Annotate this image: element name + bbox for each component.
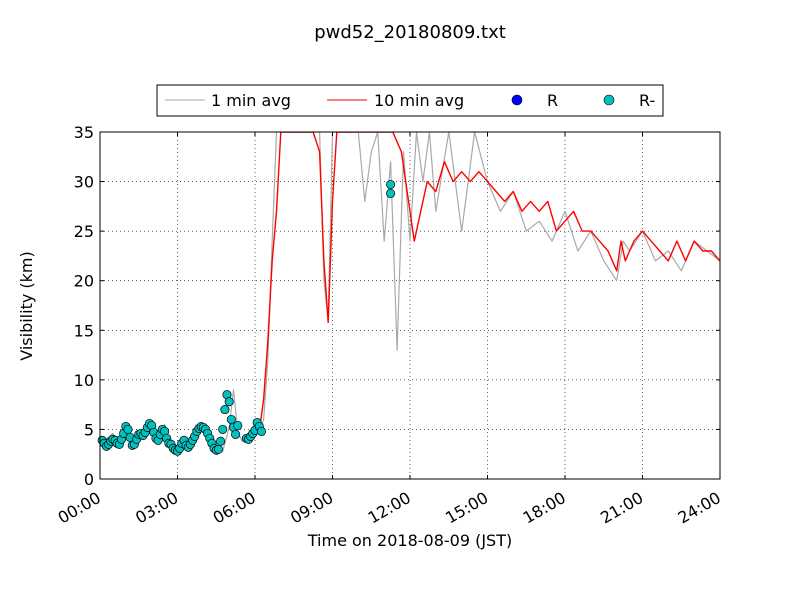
series-line-10-min-avg xyxy=(258,132,720,432)
points-layer xyxy=(97,179,396,456)
point-r xyxy=(213,444,223,454)
x-tick-label: 03:00 xyxy=(132,488,181,528)
point-r xyxy=(220,405,230,415)
point-r xyxy=(123,424,133,434)
y-tick-label: 0 xyxy=(84,470,94,489)
point-r xyxy=(226,414,236,425)
x-tick-label: 18:00 xyxy=(520,488,569,528)
legend-label-r: R xyxy=(547,91,558,110)
point-r xyxy=(256,426,267,436)
legend-box xyxy=(156,84,664,117)
legend-marker-r-minus xyxy=(603,94,615,106)
y-tick-label: 10 xyxy=(74,371,94,390)
x-tick-label: 24:00 xyxy=(675,488,724,528)
legend-label-1-min-avg: 1 min avg xyxy=(211,91,291,110)
point-r xyxy=(386,179,396,190)
y-tick-label: 15 xyxy=(74,321,94,340)
legend-label-10-min-avg: 10 min avg xyxy=(374,91,464,110)
x-tick-label: 06:00 xyxy=(210,488,259,528)
x-axis-label: Time on 2018-08-09 (JST) xyxy=(307,531,512,550)
plot-area xyxy=(100,132,720,479)
y-tick-label: 20 xyxy=(74,272,94,291)
x-tick-label: 15:00 xyxy=(442,488,491,528)
x-tick-label: 09:00 xyxy=(287,488,336,528)
y-axis-label: Visibility (km) xyxy=(17,251,36,360)
point-r xyxy=(233,420,243,431)
x-tick-label: 21:00 xyxy=(597,488,646,528)
legend: 1 min avg 10 min avg R R- xyxy=(156,84,664,117)
y-axis: 0 5 10 15 20 25 30 35 xyxy=(74,123,720,489)
point-r xyxy=(386,188,396,199)
point-r xyxy=(231,429,241,439)
y-tick-label: 30 xyxy=(74,173,94,192)
legend-marker-r xyxy=(511,94,523,106)
x-tick-label: 00:00 xyxy=(55,488,104,528)
point-r xyxy=(224,397,234,407)
legend-label-r-minus: R- xyxy=(639,91,655,110)
y-tick-label: 5 xyxy=(84,420,94,439)
point-r xyxy=(216,436,226,446)
chart-title: pwd52_20180809.txt xyxy=(314,22,506,43)
x-tick-label: 12:00 xyxy=(365,488,414,528)
point-r xyxy=(218,424,228,434)
y-tick-label: 25 xyxy=(74,222,94,241)
y-tick-label: 35 xyxy=(74,123,94,142)
